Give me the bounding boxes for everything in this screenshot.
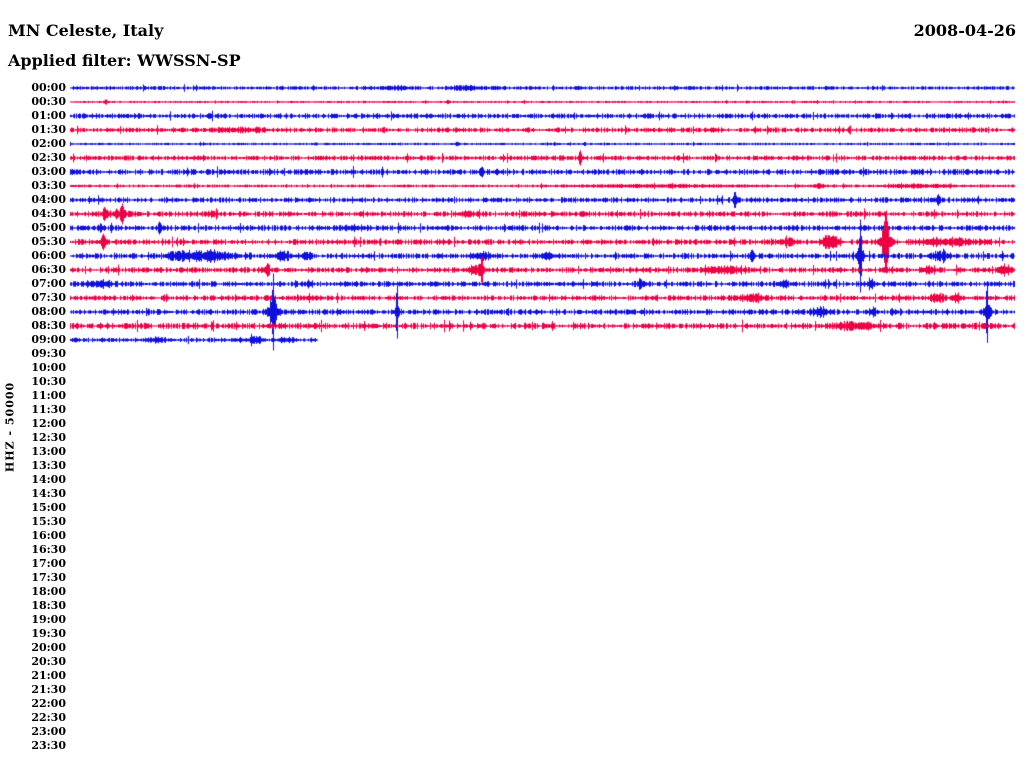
time-label: 09:00 <box>31 333 66 346</box>
time-label: 09:30 <box>31 347 66 360</box>
time-label: 17:00 <box>31 557 66 570</box>
time-label: 15:00 <box>31 501 66 514</box>
time-label: 07:00 <box>31 277 66 290</box>
time-label: 18:00 <box>31 585 66 598</box>
time-label: 11:30 <box>31 403 66 416</box>
time-label: 19:00 <box>31 613 66 626</box>
time-label: 10:30 <box>31 375 66 388</box>
time-label: 00:00 <box>31 81 66 94</box>
time-label: 08:00 <box>31 305 66 318</box>
time-label: 13:30 <box>31 459 66 472</box>
time-label: 23:00 <box>31 725 66 738</box>
time-label: 22:00 <box>31 697 66 710</box>
time-label: 14:00 <box>31 473 66 486</box>
time-label: 21:00 <box>31 669 66 682</box>
time-label: 16:30 <box>31 543 66 556</box>
time-label: 10:00 <box>31 361 66 374</box>
time-label: 03:00 <box>31 165 66 178</box>
time-label: 13:00 <box>31 445 66 458</box>
time-label: 12:30 <box>31 431 66 444</box>
time-label: 15:30 <box>31 515 66 528</box>
time-label: 18:30 <box>31 599 66 612</box>
time-label: 01:30 <box>31 123 66 136</box>
time-label: 05:30 <box>31 235 66 248</box>
time-label: 06:00 <box>31 249 66 262</box>
time-label: 05:00 <box>31 221 66 234</box>
time-label: 20:30 <box>31 655 66 668</box>
time-label: 23:30 <box>31 739 66 752</box>
time-label: 20:00 <box>31 641 66 654</box>
time-label: 19:30 <box>31 627 66 640</box>
time-label: 03:30 <box>31 179 66 192</box>
time-label: 14:30 <box>31 487 66 500</box>
time-label: 08:30 <box>31 319 66 332</box>
time-label: 01:00 <box>31 109 66 122</box>
time-label: 00:30 <box>31 95 66 108</box>
time-label: 16:00 <box>31 529 66 542</box>
time-label: 04:00 <box>31 193 66 206</box>
time-label: 11:00 <box>31 389 66 402</box>
time-label: 17:30 <box>31 571 66 584</box>
time-label: 06:30 <box>31 263 66 276</box>
time-label: 02:00 <box>31 137 66 150</box>
time-label: 02:30 <box>31 151 66 164</box>
time-label: 22:30 <box>31 711 66 724</box>
time-label: 12:00 <box>31 417 66 430</box>
time-label: 04:30 <box>31 207 66 220</box>
time-label: 21:30 <box>31 683 66 696</box>
time-label: 07:30 <box>31 291 66 304</box>
